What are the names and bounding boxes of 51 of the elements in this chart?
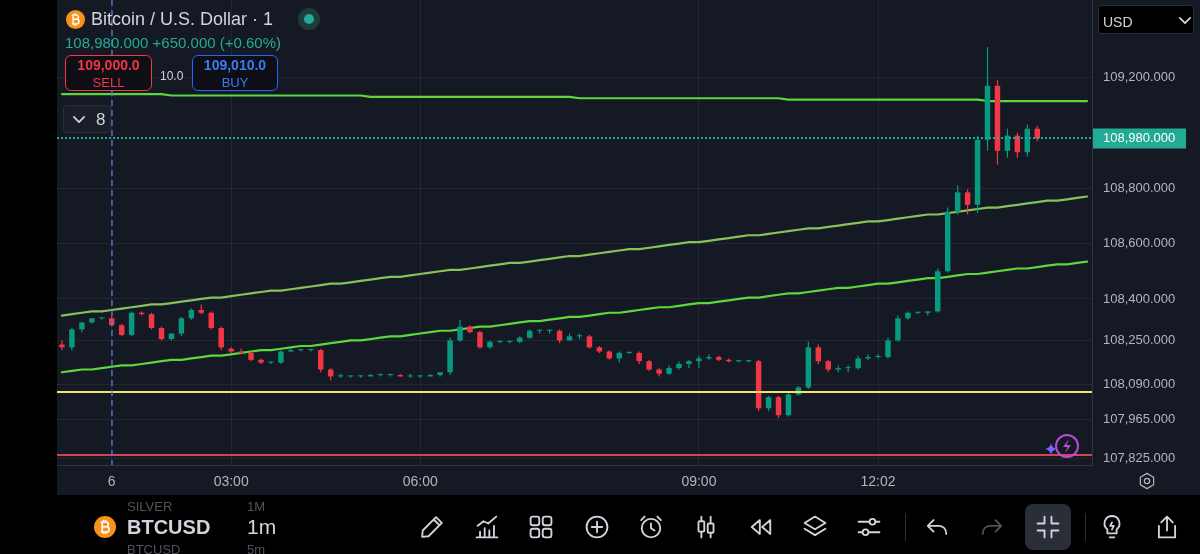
text: BTCUSD — [127, 542, 181, 554]
annotation: 109,010.0 — [203, 56, 267, 73]
sell-button: 109,000.0 SELL — [65, 55, 152, 91]
x-tick-label: 09:00 — [681, 473, 717, 490]
text: BTCUSD — [127, 516, 211, 538]
candlestick — [775, 395, 782, 419]
candlestick — [815, 344, 822, 365]
candlestick — [696, 355, 702, 369]
candlestick — [885, 337, 891, 360]
text: 1M — [247, 499, 266, 514]
text: 108,980.000 +650.000 (+0.60%) — [65, 34, 282, 51]
x-tick-label: 03:00 — [213, 473, 249, 490]
y-tick-label: 108,400.000 — [1103, 290, 1176, 306]
text: 5m — [247, 542, 266, 554]
ref-line-label: 108,980.000 — [1103, 130, 1176, 146]
candlestick — [69, 327, 75, 351]
text: SILVER — [127, 499, 173, 514]
candlestick — [686, 359, 692, 369]
annotation: 109,000.0 — [77, 56, 140, 73]
candlestick — [785, 392, 792, 418]
buy-button: 109,010.0 BUY — [192, 55, 278, 91]
y-tick-label: 107,825.000 — [1103, 449, 1176, 465]
candlestick — [954, 184, 961, 216]
candlestick — [964, 189, 971, 216]
candlestick — [497, 339, 503, 344]
candlestick — [457, 319, 463, 343]
y-tick-label: 107,965.000 — [1103, 410, 1176, 426]
text: 1m — [247, 515, 277, 538]
dropdown-button: 8 — [63, 105, 111, 133]
y-tick-label: 109,200.000 — [1103, 69, 1176, 85]
candlestick — [676, 360, 682, 371]
candlestick — [875, 353, 881, 360]
currency-dropdown: USD — [1098, 5, 1194, 34]
candlestick — [128, 310, 135, 337]
annotation: 10.0 — [160, 69, 184, 83]
annotation: 8 — [96, 110, 106, 129]
candlestick — [178, 316, 185, 337]
candlestick — [317, 348, 324, 373]
x-tick-label: 12:02 — [860, 473, 896, 490]
text: Bitcoin / U.S. Dollar · 1 — [91, 9, 274, 29]
annotation: SELL — [92, 74, 125, 90]
candlestick — [218, 326, 224, 351]
x-tick-label: 6 — [107, 473, 116, 490]
y-tick-label: 108,090.000 — [1103, 376, 1176, 392]
candlestick — [895, 314, 901, 343]
x-tick-label: 06:00 — [402, 473, 438, 490]
y-tick-label: 108,250.000 — [1103, 332, 1176, 348]
y-tick-label: 108,800.000 — [1103, 179, 1176, 195]
y-tick-label: 108,600.000 — [1103, 235, 1176, 251]
annotation: BUY — [221, 74, 249, 90]
candlestick — [268, 360, 274, 365]
